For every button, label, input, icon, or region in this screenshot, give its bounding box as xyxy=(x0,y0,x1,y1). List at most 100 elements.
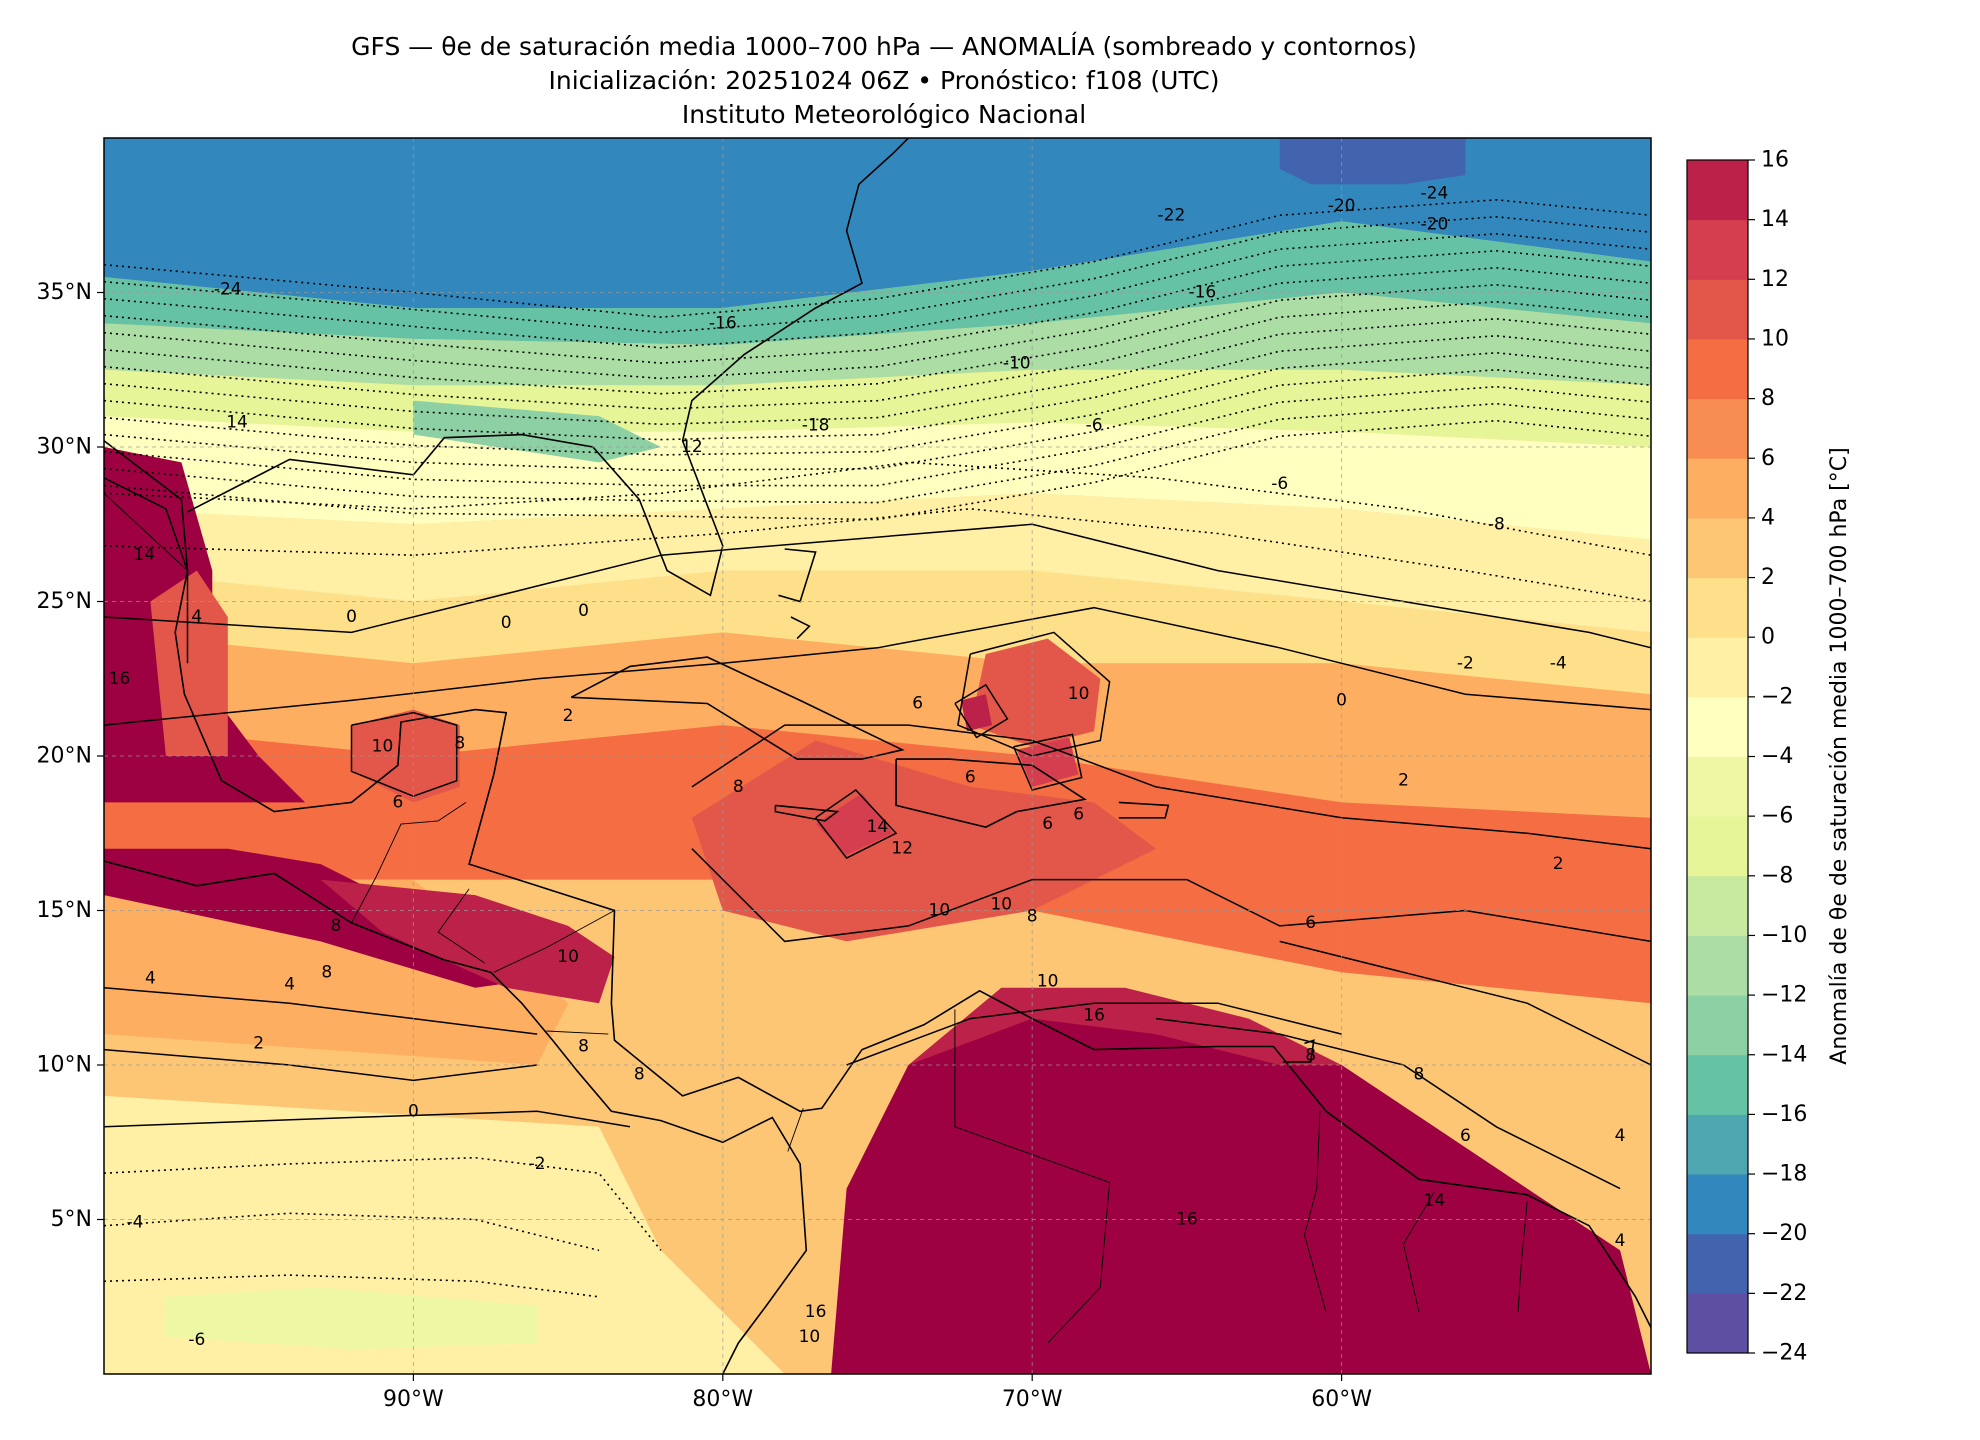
anomaly-feature xyxy=(1279,138,1466,185)
lat-tick-label: 15°N xyxy=(37,898,92,923)
country-border xyxy=(104,492,188,571)
contour-label: -4 xyxy=(126,1213,143,1233)
lat-tick-label: 35°N xyxy=(37,280,92,305)
colorbar-segment xyxy=(1687,1114,1748,1175)
contour-positive xyxy=(691,848,1651,943)
contour-label: -4 xyxy=(1550,653,1567,673)
colorbar-tick-label: −24 xyxy=(1761,1341,1807,1366)
coastline xyxy=(778,548,817,603)
contour-label: 16 xyxy=(1176,1210,1198,1230)
colorbar-segment xyxy=(1687,398,1748,459)
contour-positive xyxy=(104,477,189,664)
country-border xyxy=(351,820,439,924)
contour-positive xyxy=(104,1048,538,1082)
contour-label: 8 xyxy=(733,777,744,797)
colorbar-segment xyxy=(1687,935,1748,996)
contour-positive xyxy=(957,631,1111,757)
colorbar-segment xyxy=(1687,696,1748,757)
contour-negative xyxy=(104,198,1651,319)
country-border xyxy=(954,1009,1111,1344)
colorbar-tick-label: 16 xyxy=(1761,148,1789,173)
chart-title: GFS — θe de saturación media 1000–700 hP… xyxy=(351,32,1417,61)
shade-band xyxy=(104,292,1651,386)
contour-label: 6 xyxy=(1305,913,1316,933)
coastline xyxy=(1118,801,1170,819)
contour-label: -10 xyxy=(1003,354,1031,374)
contour-negative xyxy=(104,1274,600,1298)
country-border xyxy=(546,1030,609,1035)
contour-label: 16 xyxy=(109,669,131,689)
country-border xyxy=(787,1108,804,1152)
lon-tick-label: 80°W xyxy=(692,1387,753,1412)
contour-label: 14 xyxy=(226,412,248,432)
contour-label: 0 xyxy=(408,1101,419,1121)
lat-tick-label: 30°N xyxy=(37,435,92,460)
country-border xyxy=(437,802,467,822)
contour-label: 8 xyxy=(1027,907,1038,927)
contour-label: -22 xyxy=(1158,205,1186,225)
anomaly-feature xyxy=(150,570,228,756)
lon-tick-label: 90°W xyxy=(383,1387,444,1412)
colorbar-segment xyxy=(1687,279,1748,340)
contour-label: -6 xyxy=(1086,415,1103,435)
country-border xyxy=(1403,1191,1435,1313)
contour-label: 4 xyxy=(191,607,202,627)
contour-label: 14 xyxy=(133,545,155,565)
contour-label: 10 xyxy=(1068,684,1090,704)
coastlines xyxy=(104,138,1651,1374)
colorbar-tick-label: −2 xyxy=(1761,684,1793,709)
country-border xyxy=(1304,1111,1327,1313)
contour-positive xyxy=(104,1110,631,1128)
contour-label: 0 xyxy=(501,613,512,633)
contour-positive xyxy=(691,724,1651,850)
contour-label: 4 xyxy=(145,968,156,988)
shade-band xyxy=(104,493,1651,633)
contour-label: 8 xyxy=(331,916,342,936)
colorbar-segment xyxy=(1687,458,1748,519)
coastline xyxy=(790,616,811,640)
colorbar-segment xyxy=(1687,1054,1748,1115)
lat-tick-label: 25°N xyxy=(37,589,92,614)
contour-label: -2 xyxy=(1457,653,1474,673)
colorbar-tick-label: 14 xyxy=(1761,207,1789,232)
contour-label: 8 xyxy=(454,734,465,754)
contour-label: 10 xyxy=(990,894,1012,914)
contour-label: 14 xyxy=(1424,1191,1446,1211)
contour-label: 8 xyxy=(578,1036,589,1056)
contour-label: 0 xyxy=(1336,690,1347,710)
contour-positive xyxy=(846,1002,1342,1066)
contour-label: 2 xyxy=(253,1033,264,1053)
shade-band xyxy=(104,138,1651,308)
contour-label: 10 xyxy=(1037,972,1059,992)
colorbar-segment xyxy=(1687,517,1748,579)
coastline xyxy=(895,758,1087,828)
contour-label: 14 xyxy=(867,817,889,837)
contour-label: 6 xyxy=(912,693,923,713)
contour-label: -20 xyxy=(1421,215,1449,235)
anomaly-feature xyxy=(165,1287,538,1350)
colorbar-segment xyxy=(1687,756,1748,817)
contour-label: -18 xyxy=(802,415,830,435)
contour-label: 8 xyxy=(634,1064,645,1084)
contour-label: 4 xyxy=(1615,1126,1626,1146)
colorbar-tick-label: −14 xyxy=(1761,1042,1807,1067)
chart-subtitle-init: Inicialización: 20251024 06Z • Pronóstic… xyxy=(548,66,1220,95)
contour-label: 2 xyxy=(563,706,574,726)
colorbar-tick-label: 2 xyxy=(1761,565,1775,590)
colorbar-tick-label: −20 xyxy=(1761,1221,1807,1246)
colorbar-title: Anomalía de θe de saturación media 1000–… xyxy=(1827,447,1852,1064)
contour-label: 6 xyxy=(1073,805,1084,825)
colorbar-segment xyxy=(1687,637,1748,698)
contour-positive xyxy=(104,987,538,1035)
country-border xyxy=(1517,1200,1528,1313)
coastline xyxy=(570,656,905,760)
contour-label: 6 xyxy=(1460,1126,1471,1146)
colorbar-segment xyxy=(1687,1174,1748,1235)
colorbar-tick-label: −22 xyxy=(1761,1281,1807,1306)
colorbar-tick-label: −4 xyxy=(1761,744,1793,769)
colorbar-segment xyxy=(1687,577,1748,638)
contour-positive xyxy=(954,683,1009,739)
contour-label: -24 xyxy=(1421,184,1449,204)
contour-label: 4 xyxy=(284,975,295,995)
